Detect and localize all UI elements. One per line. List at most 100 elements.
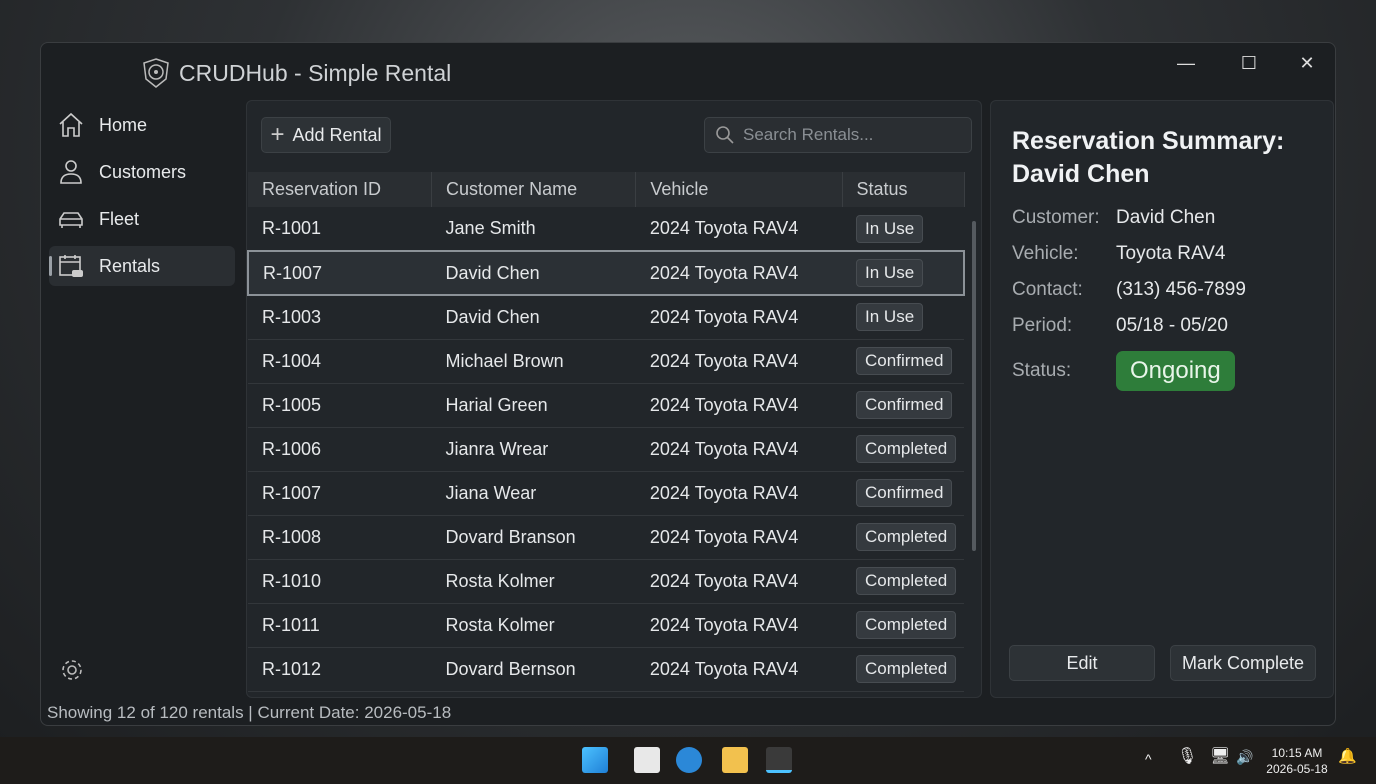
field-value: David Chen [1116, 207, 1216, 228]
table-row[interactable]: R-1001 Jane Smith 2024 Toyota RAV4 In Use [248, 207, 964, 252]
sidebar-item-fleet[interactable]: Fleet [49, 199, 235, 239]
status-cell: Completed [842, 427, 964, 472]
network-icon[interactable]: 🖥 [1210, 748, 1231, 765]
table-row[interactable]: R-1008 Dovard Branson 2024 Toyota RAV4 Comp… [248, 515, 964, 560]
reservation-id-cell: R-1003 [248, 295, 432, 340]
table-row[interactable]: R-1012 Dovard Bernson 2024 Toyota RAV4 Comp… [248, 647, 964, 692]
status-badge: Confirmed [856, 391, 953, 419]
search-box[interactable] [704, 117, 972, 153]
notepad-app-icon[interactable] [634, 747, 660, 773]
sidebar-item-label: Fleet [99, 208, 140, 229]
reservation-id-cell: R-1012 [248, 647, 432, 692]
edge-browser-icon[interactable] [676, 747, 702, 773]
clock[interactable]: 10:15 AM 2026-05-18 [1266, 745, 1328, 777]
summary-field: Period: 05/18 - 05/20 [1012, 315, 1228, 337]
status-cell: In Use [842, 295, 964, 340]
customer-name-cell: David Chen [431, 250, 636, 296]
add-rental-label: Add Rental [292, 124, 382, 145]
vehicle-cell: 2024 Toyota RAV4 [635, 471, 843, 516]
plus-icon: + [270, 121, 285, 148]
vehicle-cell: 2024 Toyota RAV4 [635, 559, 843, 604]
clock-time: 10:15 AM [1271, 746, 1323, 760]
status-badge: Confirmed [856, 347, 953, 375]
reservation-id-cell: R-1001 [248, 207, 432, 252]
status-cell: Completed [842, 647, 964, 692]
reservation-id-cell: R-1008 [248, 515, 432, 560]
vehicle-cell: 2024 Toyota RAV4 [635, 250, 843, 296]
customer-name-cell: Rosta Kolmer [431, 603, 636, 648]
column-header[interactable]: Vehicle [635, 172, 843, 207]
sidebar-item-label: Customers [99, 161, 187, 182]
title-bar: CRUDHub - Simple Rental [141, 57, 451, 89]
status-bar: Showing 12 of 120 rentals | Current Date… [47, 703, 452, 722]
car-icon [59, 212, 83, 228]
minimize-button[interactable]: — [1177, 53, 1195, 73]
start-button[interactable] [582, 747, 608, 773]
status-badge: In Use [856, 214, 924, 243]
maximize-button[interactable]: ☐ [1240, 53, 1258, 73]
table-row[interactable]: R-1010 Rosta Kolmer 2024 Toyota RAV4 Comple… [248, 559, 964, 604]
mark-complete-button[interactable]: Mark Complete [1170, 645, 1316, 681]
home-icon [59, 112, 83, 137]
customer-name-cell: Dovard Branson [431, 515, 636, 560]
vehicle-cell: 2024 Toyota RAV4 [635, 383, 843, 428]
field-label: Contact: [1012, 279, 1083, 300]
summary-field: Customer: David Chen [1012, 207, 1215, 229]
status-cell: Confirmed [842, 339, 964, 384]
sidebar-item-home[interactable]: Home [49, 105, 235, 145]
status-badge: Ongoing [1116, 351, 1235, 391]
vehicle-cell: 2024 Toyota RAV4 [635, 427, 843, 472]
chevron-up-icon[interactable]: ^ [1145, 751, 1152, 767]
reservation-id-cell: R-1004 [248, 339, 432, 384]
reservation-id-cell: R-1006 [248, 427, 432, 472]
field-label: Customer: [1012, 207, 1100, 228]
table-row[interactable]: R-1007 Jiana Wear 2024 Toyota RAV4 Confirme… [248, 471, 964, 516]
microphone-icon[interactable]: 🎙 [1177, 748, 1198, 765]
status-cell: In Use [842, 250, 965, 296]
table-row[interactable]: R-1007 David Chen 2024 Toyota RAV4 In Use [247, 250, 965, 296]
sidebar-item-rentals[interactable]: Rentals [49, 246, 235, 286]
add-rental-button[interactable]: + Add Rental [261, 117, 391, 153]
volume-icon[interactable]: 🔊 [1236, 749, 1254, 765]
app-window: CRUDHub - Simple Rental — ☐ ✕ Home Custo… [40, 42, 1336, 726]
field-value: 05/18 - 05/20 [1116, 315, 1228, 336]
summary-field: Vehicle: Toyota RAV4 [1012, 243, 1225, 265]
status-badge: Completed [856, 655, 957, 683]
field-label: Vehicle: [1012, 243, 1079, 264]
summary-name: David Chen [1012, 160, 1150, 188]
reservation-summary-panel: Reservation Summary: David Chen Customer:… [990, 100, 1334, 698]
close-button[interactable]: ✕ [1299, 53, 1315, 73]
reservation-id-cell: R-1010 [248, 559, 432, 604]
search-icon [716, 126, 734, 144]
column-header[interactable]: Customer Name [431, 172, 637, 207]
reservation-id-cell: R-1007 [248, 471, 432, 516]
search-input[interactable] [743, 125, 963, 145]
scrollbar[interactable] [972, 221, 976, 551]
reservation-id-cell: R-1007 [247, 250, 432, 296]
vehicle-cell: 2024 Toyota RAV4 [635, 295, 843, 340]
table-row[interactable]: R-1004 Michael Brown 2024 Toyota RAV4 Confi… [248, 339, 964, 384]
vehicle-cell: 2024 Toyota RAV4 [635, 207, 843, 252]
customer-name-cell: Dovard Bernson [431, 647, 636, 692]
edit-button[interactable]: Edit [1009, 645, 1155, 681]
user-icon [60, 160, 82, 184]
status-badge: Completed [856, 523, 957, 551]
vehicle-cell: 2024 Toyota RAV4 [635, 339, 843, 384]
table-row[interactable]: R-1011 Rosta Kolmer 2024 Toyota RAV4 Comple… [248, 603, 964, 648]
settings-gear-icon[interactable] [59, 657, 85, 683]
customer-name-cell: Harial Green [431, 383, 636, 428]
column-header[interactable]: Reservation ID [248, 172, 433, 207]
summary-field: Contact: (313) 456-7899 [1012, 279, 1246, 301]
table-row[interactable]: R-1006 Jianra Wrear 2024 Toyota RAV4 Comple… [248, 427, 964, 472]
table-row[interactable]: R-1005 Harial Green 2024 Toyota RAV4 Confir… [248, 383, 964, 428]
file-explorer-icon[interactable] [722, 747, 748, 773]
reservation-id-cell: R-1011 [248, 603, 432, 648]
status-badge: Completed [856, 567, 957, 595]
customer-name-cell: Michael Brown [431, 339, 636, 384]
crudhub-app-icon[interactable] [766, 747, 792, 773]
notification-bell-icon[interactable]: 🔔 [1338, 748, 1357, 765]
sidebar-item-customers[interactable]: Customers [49, 152, 235, 192]
column-header[interactable]: Status [842, 172, 965, 207]
table-row[interactable]: R-1003 David Chen 2024 Toyota RAV4 In Use [248, 295, 964, 340]
